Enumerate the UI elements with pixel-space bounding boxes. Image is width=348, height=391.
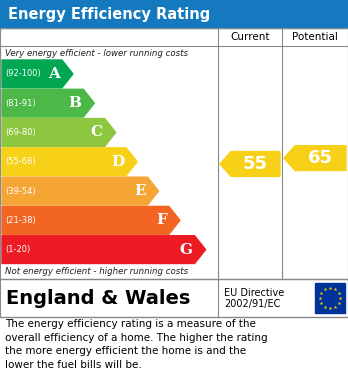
Polygon shape xyxy=(220,152,280,176)
Text: Energy Efficiency Rating: Energy Efficiency Rating xyxy=(8,7,210,22)
Polygon shape xyxy=(2,148,137,176)
Text: 2002/91/EC: 2002/91/EC xyxy=(224,299,280,309)
Text: (55-68): (55-68) xyxy=(5,157,36,166)
Bar xyxy=(0,279,348,317)
Text: A: A xyxy=(48,67,60,81)
Polygon shape xyxy=(2,177,159,205)
Text: (69-80): (69-80) xyxy=(5,128,36,137)
Text: (1-20): (1-20) xyxy=(5,245,30,254)
Text: 65: 65 xyxy=(308,149,333,167)
Text: (39-54): (39-54) xyxy=(5,187,35,196)
Text: B: B xyxy=(68,96,81,110)
Polygon shape xyxy=(2,89,94,117)
Polygon shape xyxy=(2,206,180,234)
Text: E: E xyxy=(134,184,145,198)
Text: EU Directive: EU Directive xyxy=(224,288,284,298)
Polygon shape xyxy=(2,60,73,88)
Text: C: C xyxy=(90,126,103,140)
Text: G: G xyxy=(180,242,192,256)
Text: Current: Current xyxy=(230,32,270,42)
Text: Potential: Potential xyxy=(292,32,338,42)
Polygon shape xyxy=(2,118,116,146)
Text: The energy efficiency rating is a measure of the
overall efficiency of a home. T: The energy efficiency rating is a measur… xyxy=(5,319,268,370)
Text: England & Wales: England & Wales xyxy=(6,289,190,307)
Bar xyxy=(0,28,348,279)
Bar xyxy=(0,0,348,28)
Text: (21-38): (21-38) xyxy=(5,216,36,225)
Polygon shape xyxy=(2,236,206,264)
Text: F: F xyxy=(156,213,167,227)
Text: D: D xyxy=(111,155,124,169)
Text: (92-100): (92-100) xyxy=(5,69,41,78)
Polygon shape xyxy=(284,146,346,170)
Text: Not energy efficient - higher running costs: Not energy efficient - higher running co… xyxy=(5,267,188,276)
Bar xyxy=(315,283,345,313)
Text: 55: 55 xyxy=(243,155,268,173)
Text: Very energy efficient - lower running costs: Very energy efficient - lower running co… xyxy=(5,48,188,57)
Text: (81-91): (81-91) xyxy=(5,99,35,108)
